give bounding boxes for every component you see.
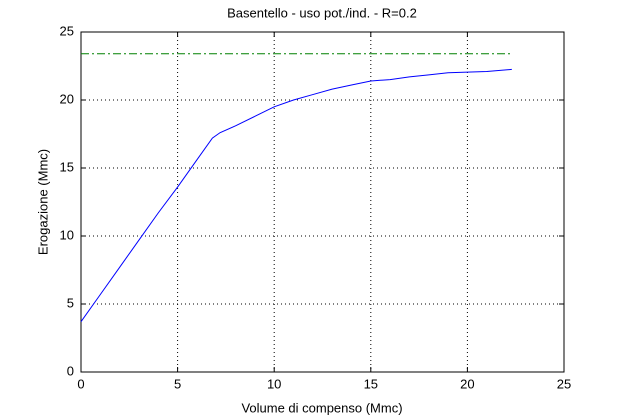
x-axis-label: Volume di compenso (Mmc) — [241, 400, 402, 415]
data-line — [80, 68, 512, 322]
y-tick-label: 5 — [67, 295, 74, 310]
y-tick-label: 15 — [60, 159, 74, 174]
x-tick-label: 25 — [557, 376, 571, 391]
x-tick-label: 0 — [77, 376, 84, 391]
y-tick-label: 0 — [67, 363, 74, 378]
x-tick-label: 5 — [174, 376, 181, 391]
y-tick-label: 10 — [60, 227, 74, 242]
x-tick-label: 10 — [267, 376, 281, 391]
chart-title: Basentello - uso pot./ind. - R=0.2 — [227, 5, 417, 20]
plot-frame — [80, 31, 565, 373]
y-tick-label: 25 — [60, 23, 74, 38]
x-tick-label: 15 — [364, 376, 378, 391]
y-tick-label: 20 — [60, 91, 74, 106]
x-tick-label: 20 — [460, 376, 474, 391]
y-axis-label: Erogazione (Mmc) — [35, 149, 50, 255]
